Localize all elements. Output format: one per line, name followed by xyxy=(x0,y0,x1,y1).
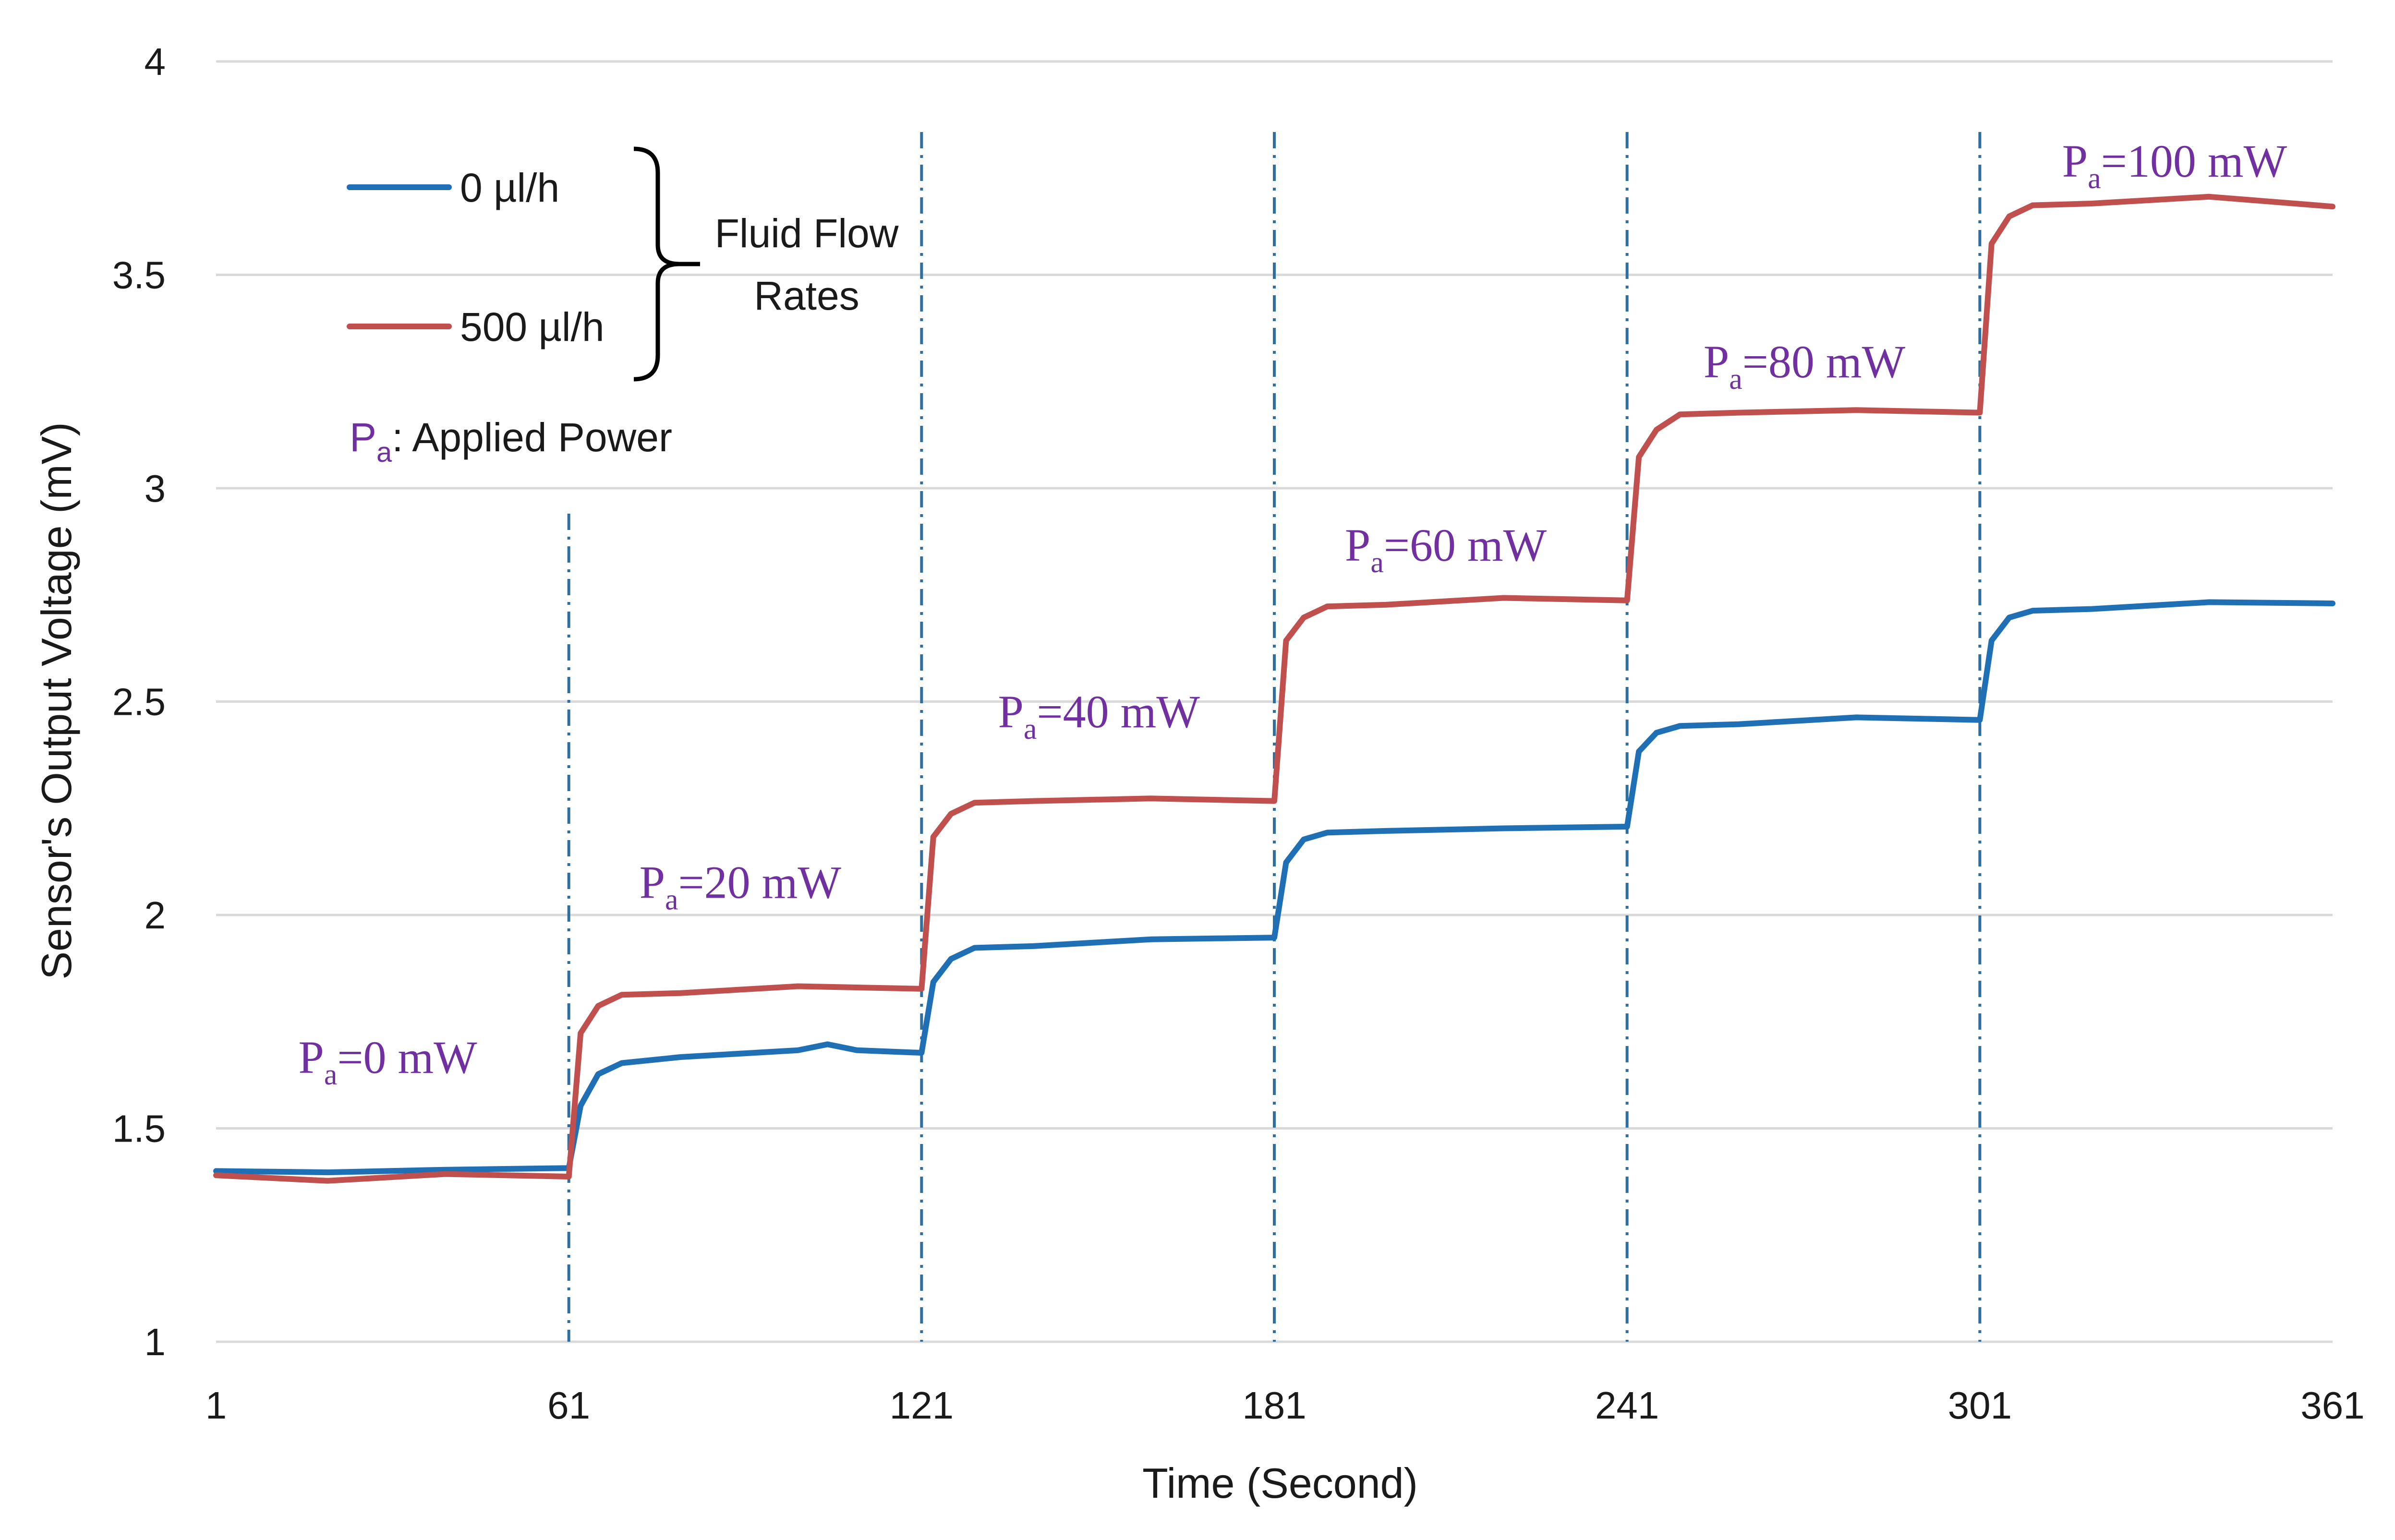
y-axis-title: Sensor's Output Voltage (mV) xyxy=(33,422,80,979)
x-tick-label-3: 181 xyxy=(1242,1384,1306,1427)
series-line-0 xyxy=(213,599,2335,1176)
legend: 0 µl/h 500 µl/h Fluid Flow Rates Pa: App… xyxy=(347,146,899,468)
series-line-1 xyxy=(213,193,2335,1184)
y-tick-label-6: 4 xyxy=(145,40,166,83)
legend-label-0: 0 µl/h xyxy=(460,165,559,210)
x-axis-title: Time (Second) xyxy=(1142,1459,1418,1507)
y-axis-ticks: 1 1.5 2 2.5 3 3.5 4 xyxy=(112,40,166,1363)
legend-bracket xyxy=(633,146,700,382)
annotation-0: Pa=0 mW xyxy=(298,1032,477,1091)
legend-note-text: : Applied Power xyxy=(392,415,672,460)
x-tick-label-1: 61 xyxy=(547,1384,590,1427)
annotation-3: Pa=60 mW xyxy=(1345,519,1547,579)
annotation-1: Pa=20 mW xyxy=(640,856,842,916)
annotation-4: Pa=80 mW xyxy=(1704,336,1906,396)
x-tick-label-4: 241 xyxy=(1595,1384,1659,1427)
legend-note-subscript: a xyxy=(376,437,392,468)
x-tick-label-6: 361 xyxy=(2300,1384,2364,1427)
legend-note-symbol: P xyxy=(350,415,376,460)
series-group xyxy=(213,193,2335,1184)
legend-group-label-line1: Fluid Flow xyxy=(715,211,899,256)
x-tick-label-5: 301 xyxy=(1948,1384,2012,1427)
y-tick-label-3: 2.5 xyxy=(112,681,166,723)
phase-boundaries xyxy=(567,132,1982,1342)
y-tick-label-2: 2 xyxy=(145,894,166,937)
y-tick-label-1: 1.5 xyxy=(112,1107,166,1150)
power-annotations: Pa=0 mW Pa=20 mW Pa=40 mW Pa=60 mW Pa=80 mW P… xyxy=(298,135,2287,1091)
legend-group-label-line2: Rates xyxy=(754,273,859,318)
annotation-2: Pa=40 mW xyxy=(998,686,1200,746)
x-tick-label-0: 1 xyxy=(206,1384,227,1427)
y-tick-label-0: 1 xyxy=(145,1321,166,1363)
x-tick-label-2: 121 xyxy=(890,1384,954,1427)
x-axis-ticks: 1 61 121 181 241 301 361 xyxy=(206,1384,2365,1427)
legend-label-1: 500 µl/h xyxy=(460,304,605,349)
y-tick-label-4: 3 xyxy=(145,467,166,510)
legend-note: Pa: Applied Power xyxy=(350,415,672,468)
annotation-5: Pa=100 mW xyxy=(2062,135,2287,195)
y-tick-label-5: 3.5 xyxy=(112,254,166,297)
